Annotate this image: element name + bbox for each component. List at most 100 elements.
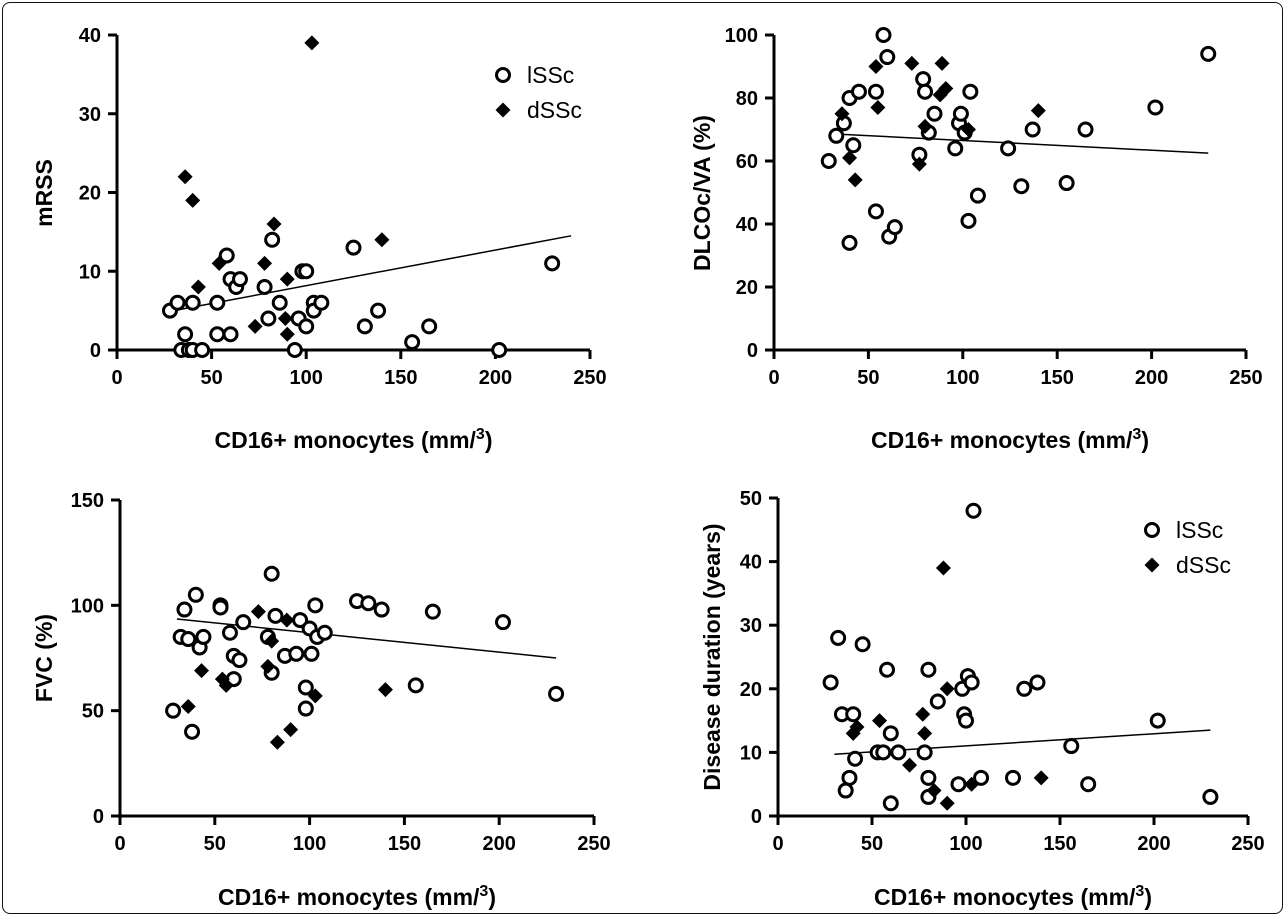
y-tick-label: 20 (79, 183, 101, 205)
legend-label-lssc: lSSc (1176, 517, 1223, 543)
data-point-dssc (260, 658, 276, 674)
data-point-lssc (1202, 788, 1219, 805)
data-point-lssc (370, 302, 387, 319)
data-point-lssc (1063, 738, 1080, 755)
y-tick-label: 150 (71, 490, 104, 512)
data-point-lssc (307, 597, 324, 614)
data-point-dssc (849, 719, 865, 735)
data-point-lssc (313, 294, 330, 311)
data-point-dssc (177, 169, 193, 185)
data-point-lssc (1016, 680, 1033, 697)
y-axis-title: FVC (%) (31, 614, 57, 702)
data-point-lssc (298, 263, 315, 280)
data-point-lssc (221, 624, 238, 641)
data-point-lssc (920, 661, 937, 678)
x-axis-title: CD16+ monocytes (mm/3) (874, 883, 1152, 910)
data-point-lssc (875, 27, 892, 43)
data-point-lssc (879, 661, 896, 678)
y-tick-label: 20 (740, 679, 762, 701)
data-point-lssc (867, 203, 884, 220)
y-tick-label: 0 (747, 340, 758, 362)
data-point-lssc (917, 83, 934, 100)
data-point-dssc (902, 757, 918, 773)
x-tick-label: 100 (949, 833, 982, 855)
data-point-dssc (266, 216, 282, 232)
data-point-dssc (872, 713, 888, 729)
x-axis-title: CD16+ monocytes (mm/3) (218, 883, 496, 910)
data-point-lssc (965, 502, 982, 519)
data-point-lssc (822, 674, 839, 691)
data-point-dssc (279, 612, 295, 628)
x-tick-label: 200 (479, 367, 512, 389)
x-tick-label: 50 (857, 367, 879, 389)
data-point-lssc (882, 795, 899, 812)
data-point-lssc (1080, 776, 1097, 793)
data-point-lssc (209, 294, 226, 311)
data-point-dssc (842, 150, 858, 166)
data-point-lssc (875, 744, 892, 761)
data-point-lssc (424, 603, 441, 620)
data-point-lssc (963, 674, 980, 691)
data-point-lssc (263, 565, 280, 582)
data-point-lssc (962, 83, 979, 100)
data-point-lssc (841, 234, 858, 251)
data-point-dssc (834, 106, 850, 122)
x-tick-label: 250 (573, 367, 606, 389)
data-point-lssc (187, 586, 204, 603)
data-point-lssc (1005, 769, 1021, 786)
data-point-lssc (548, 685, 565, 702)
data-point-lssc (298, 318, 315, 335)
data-point-dssc (304, 35, 320, 51)
trend-line (840, 133, 1209, 154)
data-point-dssc (211, 255, 227, 271)
x-tick-label: 100 (293, 833, 326, 855)
y-axis-title: Disease duration (years) (699, 523, 725, 790)
x-tick-label: 100 (946, 367, 979, 389)
y-tick-label: 0 (90, 340, 101, 362)
x-tick-label: 50 (861, 833, 883, 855)
data-point-lssc (180, 631, 197, 648)
x-tick-label: 250 (1231, 833, 1264, 855)
data-point-dssc (247, 318, 263, 334)
data-point-lssc (195, 628, 212, 645)
data-point-dssc (917, 725, 933, 741)
legend-label-dssc: dSSc (1176, 552, 1231, 578)
x-tick-label: 100 (290, 367, 323, 389)
data-point-lssc (929, 693, 946, 710)
data-point-dssc (926, 783, 942, 799)
data-point-dssc (190, 279, 206, 295)
data-point-lssc (1024, 121, 1041, 138)
data-point-lssc (288, 645, 305, 662)
data-point-dssc (935, 560, 951, 576)
data-point-dssc (1033, 770, 1049, 786)
data-point-lssc (297, 679, 314, 696)
scatter-panel-1: 0 50 100 150 200 250 0 10 20 30 40 CD16+ monocytes … (31, 25, 607, 453)
data-point-dssc (964, 776, 980, 792)
data-point-lssc (169, 294, 186, 311)
y-tick-label: 100 (725, 25, 758, 47)
data-point-lssc (828, 127, 845, 144)
data-point-dssc (904, 55, 920, 71)
data-point-lssc (850, 83, 867, 100)
data-point-dssc (377, 682, 393, 698)
y-tick-label: 10 (79, 261, 101, 283)
legend-label-dssc: dSSc (527, 97, 582, 123)
data-point-dssc (960, 122, 976, 137)
data-point-dssc (934, 55, 950, 71)
data-point-lssc (830, 629, 847, 646)
y-tick-label: 0 (93, 806, 104, 828)
y-tick-label: 20 (736, 277, 758, 299)
data-point-dssc (939, 795, 955, 811)
data-point-dssc (307, 688, 323, 704)
data-point-lssc (947, 140, 964, 157)
y-tick-label: 30 (79, 104, 101, 126)
data-point-lssc (958, 712, 974, 729)
data-point-lssc (218, 247, 235, 264)
data-point-dssc (250, 604, 266, 620)
data-point-lssc (867, 83, 884, 100)
data-point-lssc (303, 645, 320, 662)
x-axis-title: CD16+ monocytes (mm/3) (215, 426, 493, 453)
x-tick-label: 150 (388, 833, 421, 855)
legend-label-lssc: lSSc (527, 62, 574, 88)
